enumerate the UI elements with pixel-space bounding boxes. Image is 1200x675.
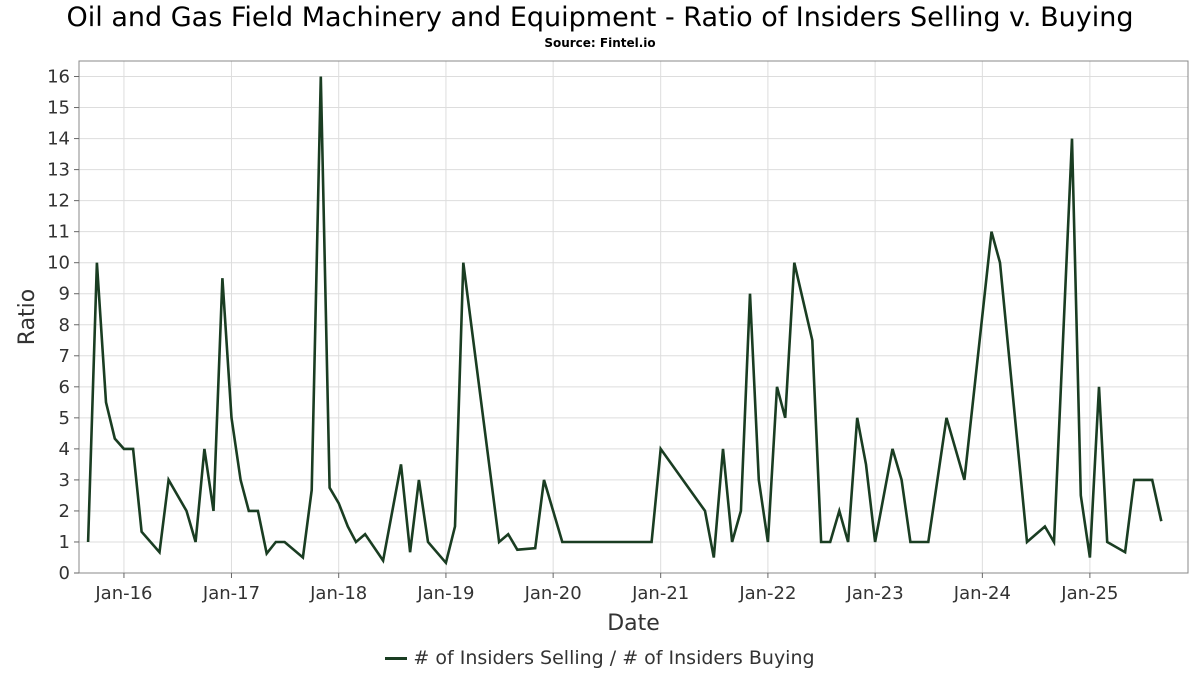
x-tick-label: Jan-25 — [1060, 583, 1118, 604]
legend-line-swatch — [385, 656, 408, 660]
series-line — [86, 76, 1163, 566]
y-tick-label: 16 — [47, 67, 70, 88]
x-tick-label: Jan-20 — [524, 583, 582, 604]
x-tick-label: Jan-16 — [94, 583, 152, 604]
y-axis-title: Ratio — [15, 289, 40, 345]
y-tick-label: 8 — [59, 315, 70, 336]
y-tick-label: 4 — [59, 439, 70, 460]
y-tick-label: 15 — [47, 98, 70, 119]
chart-subtitle: Source: Fintel.io — [544, 36, 656, 50]
legend-label: # of Insiders Selling / # of Insiders Bu… — [413, 647, 815, 669]
y-tick-label: 5 — [59, 408, 70, 429]
y-tick-label: 2 — [59, 501, 70, 522]
x-tick-label: Jan-23 — [846, 583, 904, 604]
x-axis-ticks: Jan-16 Jan-17 Jan-18 Jan-19 Jan-20 Jan-21 Jan-… — [94, 573, 1118, 604]
x-tick-label: Jan-21 — [631, 583, 689, 604]
legend: # of Insiders Selling / # of Insiders Bu… — [0, 647, 1200, 669]
y-tick-label: 0 — [59, 563, 70, 584]
series-layer — [86, 76, 1163, 566]
chart-title: Oil and Gas Field Machinery and Equipmen… — [66, 2, 1134, 33]
x-tick-label: Jan-22 — [738, 583, 796, 604]
x-tick-label: Jan-24 — [953, 583, 1011, 604]
y-tick-label: 6 — [59, 377, 70, 398]
y-tick-label: 1 — [59, 532, 70, 553]
y-tick-label: 10 — [47, 253, 70, 274]
x-tick-label: Jan-18 — [309, 583, 367, 604]
y-tick-label: 7 — [59, 346, 70, 367]
y-tick-label: 3 — [59, 470, 70, 491]
plot-frame — [78, 60, 1189, 574]
x-tick-label: Jan-17 — [202, 583, 260, 604]
y-tick-label: 11 — [47, 222, 70, 243]
x-tick-label: Jan-19 — [416, 583, 474, 604]
y-tick-label: 13 — [47, 160, 70, 181]
y-tick-label: 14 — [47, 129, 70, 150]
y-tick-label: 9 — [59, 284, 70, 305]
x-axis-title: Date — [607, 611, 660, 636]
y-tick-label: 12 — [47, 191, 70, 212]
